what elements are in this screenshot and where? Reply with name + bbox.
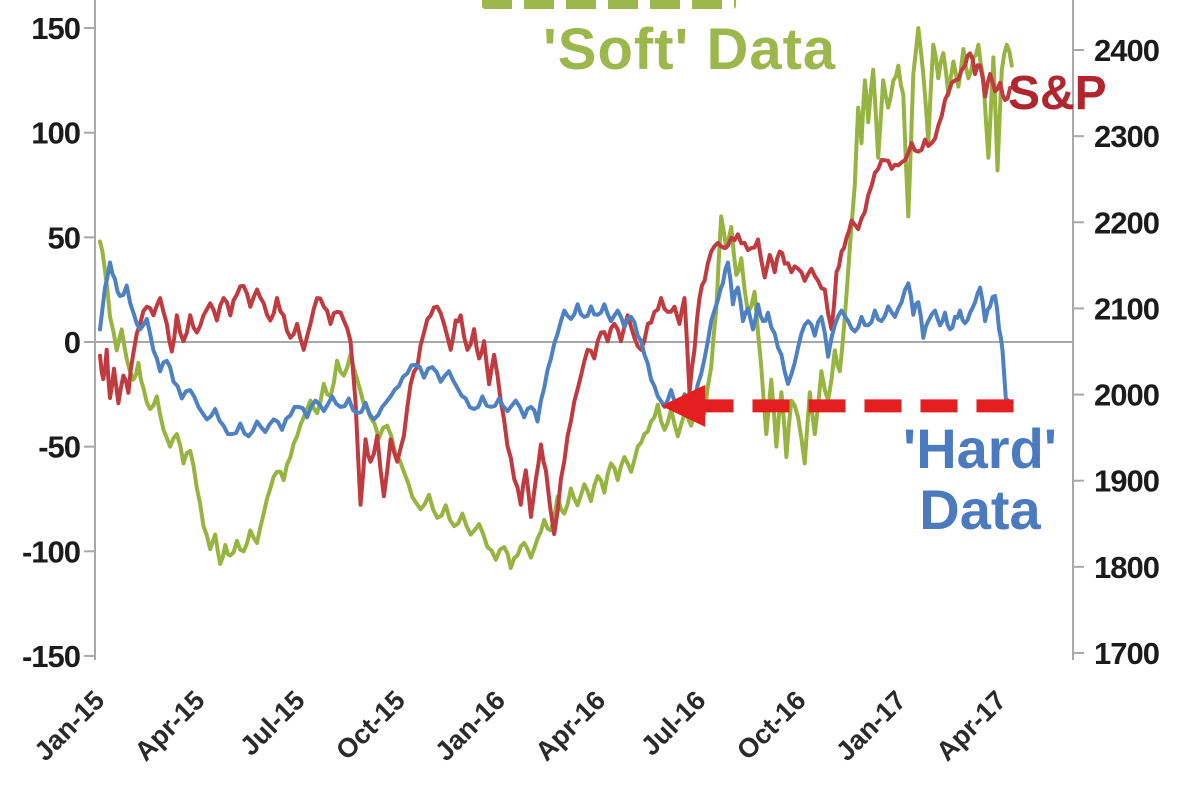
- left-tick-label: 50: [48, 220, 80, 255]
- hard-data-label-line2: Data: [919, 478, 1041, 541]
- right-tick-label: 2400: [1094, 33, 1159, 68]
- left-axis-ticks: 150 100 50 0 -50 -100 -150: [22, 11, 95, 674]
- x-tick-label: Jan-15: [29, 685, 111, 767]
- x-tick-label: Jul-15: [234, 685, 310, 761]
- right-tick-label: 2300: [1094, 119, 1159, 154]
- trend-arrow-head: [661, 384, 706, 427]
- right-tick-label: 1900: [1094, 464, 1159, 499]
- hard-data-label-line1: 'Hard': [902, 417, 1058, 480]
- x-tick-label: Oct-15: [330, 685, 411, 766]
- right-tick-label: 1800: [1094, 550, 1159, 585]
- right-tick-label: 2000: [1094, 378, 1159, 413]
- sp-label: S&P: [1008, 67, 1107, 120]
- x-tick-label: Jul-16: [635, 685, 711, 761]
- x-tick-label: Apr-17: [930, 685, 1012, 767]
- sp-line: [98, 51, 1013, 537]
- right-tick-label: 1700: [1094, 636, 1159, 671]
- soft-data-label: 'Soft' Data: [543, 17, 837, 82]
- left-tick-label: -50: [38, 430, 80, 465]
- left-tick-label: 100: [31, 116, 80, 151]
- x-tick-label: Jan-16: [429, 685, 511, 767]
- x-tick-label: Apr-15: [129, 685, 211, 767]
- x-axis-labels: Jan-15 Apr-15 Jul-15 Oct-15 Jan-16 Apr-16 Jul-…: [29, 685, 1013, 767]
- trend-arrow: [661, 384, 1014, 427]
- cropped-title-remnant: [482, 0, 736, 9]
- x-tick-label: Oct-16: [731, 685, 812, 766]
- left-tick-label: 0: [64, 325, 80, 360]
- left-tick-label: -150: [22, 639, 80, 674]
- left-tick-label: 150: [31, 11, 80, 46]
- x-tick-label: Jan-17: [830, 685, 912, 767]
- hard-data-line: [98, 260, 1014, 439]
- right-tick-label: 2200: [1094, 205, 1159, 240]
- right-tick-label: 2100: [1094, 291, 1159, 326]
- right-axis-ticks: 2400 2300 2200 2100 2000 1900 1800 1700: [1073, 33, 1160, 671]
- hard-data-label: 'Hard' Data: [858, 418, 1102, 540]
- x-tick-label: Apr-16: [530, 685, 612, 767]
- soft-data-line: [98, 26, 1014, 570]
- left-tick-label: -100: [22, 534, 80, 569]
